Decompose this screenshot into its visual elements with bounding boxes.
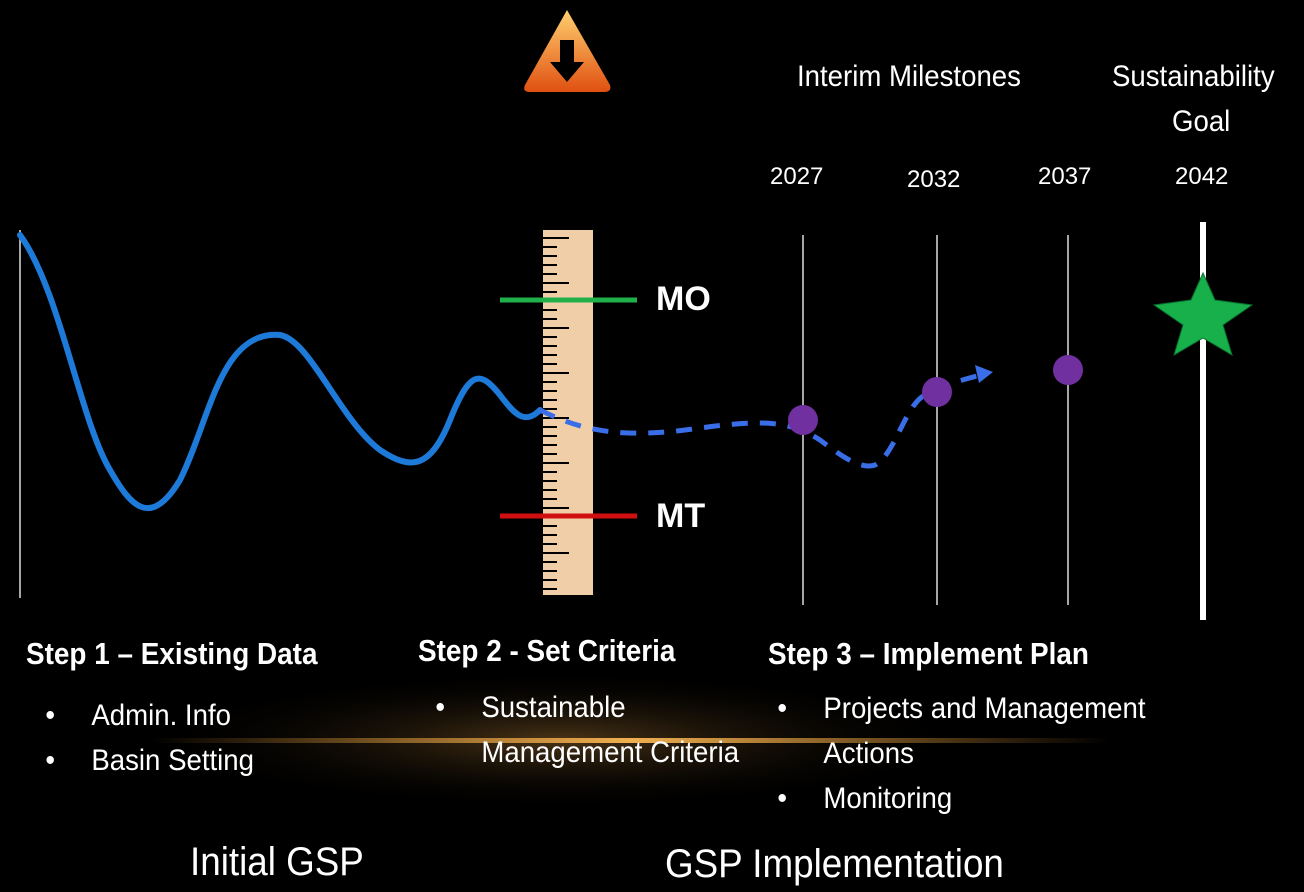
milestone-dot (922, 377, 952, 407)
bullet: Basin Setting (45, 738, 385, 783)
bullet: Monitoring (777, 776, 1191, 821)
step-bullets: Projects and Management Actions Monitori… (770, 686, 1191, 821)
bullet: Projects and Management Actions (777, 686, 1191, 776)
ruler-ticks (543, 237, 569, 590)
projected-curve (538, 371, 986, 469)
bullet: Admin. Info (45, 693, 385, 738)
year: 2037 (1038, 163, 1092, 190)
step-title: Step 3 – Implement Plan (768, 636, 1089, 671)
year: 2042 (1175, 163, 1229, 190)
milestone-dot (1053, 355, 1083, 385)
arrow-head (975, 365, 993, 383)
objective-label: MO (656, 280, 711, 318)
milestones-label: Interim Milestones (797, 60, 1021, 93)
year: 2032 (907, 166, 961, 193)
step-title: Step 1 – Existing Data (26, 636, 318, 671)
milestone-dot (788, 405, 818, 435)
down-arrow (550, 40, 584, 82)
goal-label: Goal (1172, 105, 1231, 138)
step-bullets: Admin. Info Basin Setting (38, 693, 386, 783)
footer-label: GSP Implementation (665, 842, 1004, 886)
goal-label: Sustainability (1112, 60, 1275, 93)
step-title: Step 2 - Set Criteria (418, 633, 676, 668)
threshold-label: MT (656, 497, 706, 535)
year: 2027 (770, 163, 824, 190)
bullet: Sustainable Management Criteria (435, 685, 757, 775)
goal-star (1152, 271, 1254, 357)
step-bullets: Sustainable Management Criteria (428, 685, 757, 775)
footer-label: Initial GSP (190, 840, 364, 884)
historical-curve (17, 232, 543, 512)
